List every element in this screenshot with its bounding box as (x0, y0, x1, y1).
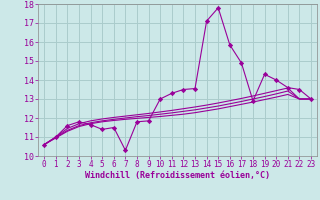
X-axis label: Windchill (Refroidissement éolien,°C): Windchill (Refroidissement éolien,°C) (85, 171, 270, 180)
